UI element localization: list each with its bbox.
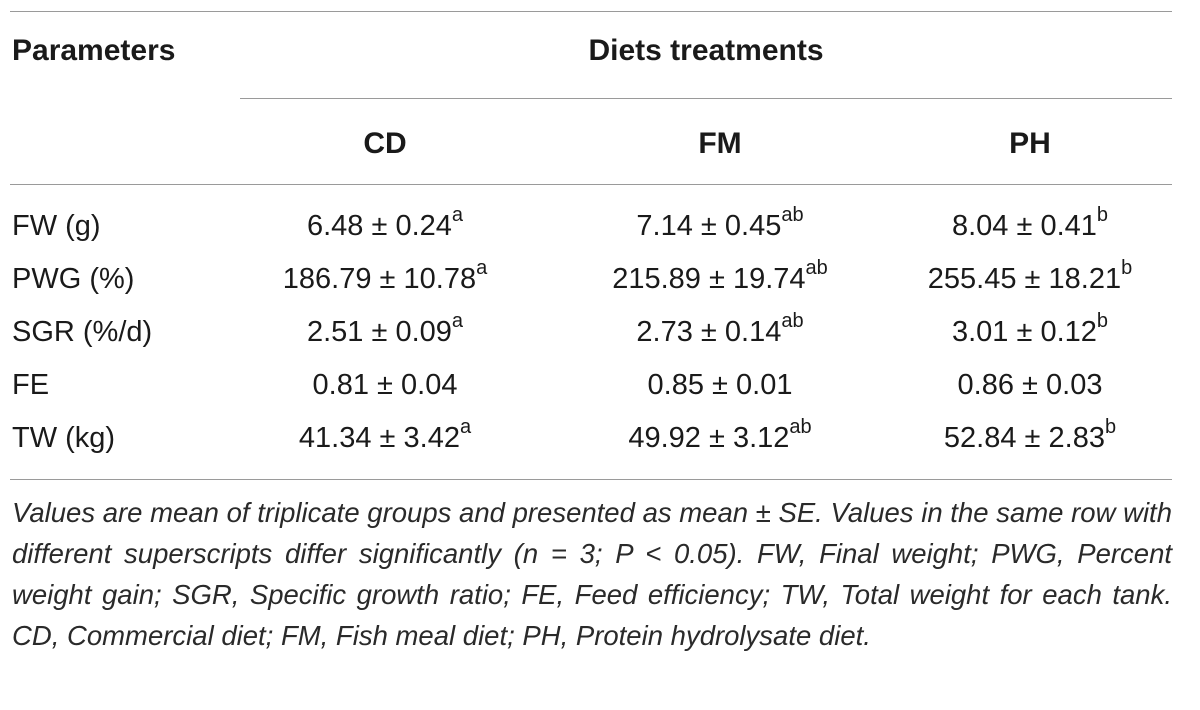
row-parameter: FE [12, 369, 50, 401]
table-footnote: Values are mean of triplicate groups and… [12, 497, 1172, 651]
cell-fm: 2.73 ± 0.14ab [636, 310, 804, 348]
cell-cd: 0.81 ± 0.04 [312, 369, 458, 401]
cell-fm: 0.85 ± 0.01 [647, 369, 793, 401]
row-parameter: FW (g) [12, 210, 101, 242]
table-bottom-rule [10, 479, 1172, 480]
cell-ph: 52.84 ± 2.83b [943, 416, 1117, 454]
cell-cd: 41.34 ± 3.42a [298, 416, 472, 454]
row-parameter: TW (kg) [12, 422, 116, 454]
cell-ph: 8.04 ± 0.41b [951, 204, 1109, 242]
cell-cd: 2.51 ± 0.09a [306, 310, 464, 348]
table-row: FE 0.81 ± 0.04 0.85 ± 0.01 0.86 ± 0.03 [0, 359, 1200, 412]
cell-fm: 49.92 ± 3.12ab [628, 416, 812, 454]
column-header-fm: FM [698, 127, 742, 160]
header-parameters: Parameters [12, 34, 176, 67]
table-body: FW (g) 6.48 ± 0.24a 7.14 ± 0.45ab 8.04 ±… [0, 200, 1200, 465]
cell-cd: 6.48 ± 0.24a [306, 204, 464, 242]
table-row: PWG (%) 186.79 ± 10.78a 215.89 ± 19.74ab… [0, 253, 1200, 306]
cell-ph: 0.86 ± 0.03 [957, 369, 1103, 401]
cell-ph: 3.01 ± 0.12b [951, 310, 1109, 348]
table-row: FW (g) 6.48 ± 0.24a 7.14 ± 0.45ab 8.04 ±… [0, 200, 1200, 253]
column-header-cd: CD [363, 127, 407, 160]
cell-ph: 255.45 ± 18.21b [927, 257, 1133, 295]
column-header-ph: PH [1009, 127, 1051, 160]
table-row: SGR (%/d) 2.51 ± 0.09a 2.73 ± 0.14ab 3.0… [0, 306, 1200, 359]
table-row: TW (kg) 41.34 ± 3.42a 49.92 ± 3.12ab 52.… [0, 412, 1200, 465]
group-header-rule [240, 98, 1172, 99]
cell-fm: 215.89 ± 19.74ab [612, 257, 828, 295]
cell-fm: 7.14 ± 0.45ab [636, 204, 804, 242]
cell-cd: 186.79 ± 10.78a [282, 257, 488, 295]
row-parameter: SGR (%/d) [12, 316, 153, 348]
table-top-rule [10, 11, 1172, 12]
header-bottom-rule [10, 184, 1172, 185]
row-parameter: PWG (%) [12, 263, 135, 295]
header-diets-treatments: Diets treatments [588, 34, 824, 67]
